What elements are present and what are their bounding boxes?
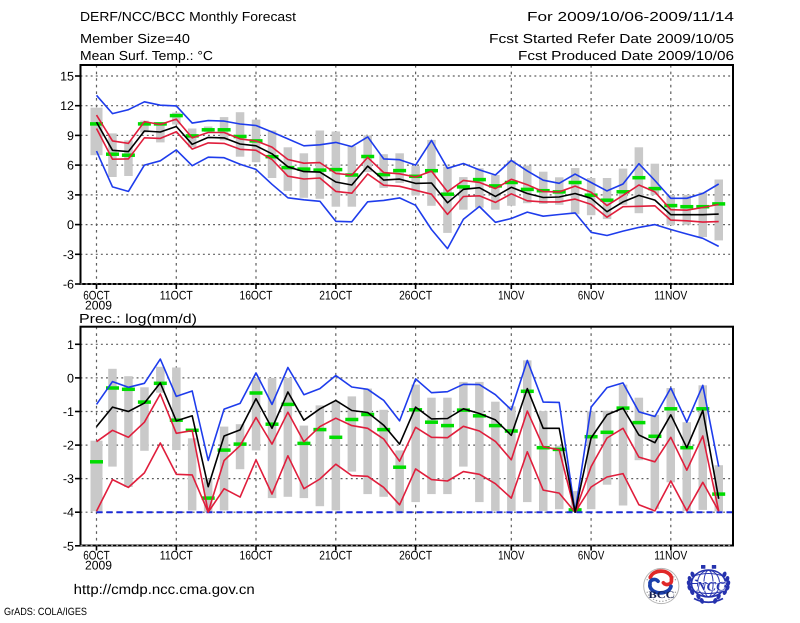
- svg-text:0: 0: [67, 371, 74, 385]
- svg-text:-2: -2: [63, 439, 74, 453]
- svg-text:9: 9: [67, 129, 74, 143]
- svg-text:For 2009/10/06-2009/11/14: For 2009/10/06-2009/11/14: [527, 9, 734, 24]
- svg-text:6: 6: [67, 159, 74, 173]
- svg-text:BCC: BCC: [649, 590, 675, 601]
- svg-text:DERF/NCC/BCC Monthly Forecast: DERF/NCC/BCC Monthly Forecast: [80, 9, 296, 24]
- svg-text:-5: -5: [63, 539, 74, 553]
- svg-text:1NOV: 1NOV: [498, 549, 525, 563]
- svg-text:6NOV: 6NOV: [578, 549, 605, 563]
- svg-text:Fcst Started Refer Date 2009/1: Fcst Started Refer Date 2009/10/05: [489, 31, 734, 46]
- svg-text:11OCT: 11OCT: [160, 289, 193, 303]
- svg-text:21OCT: 21OCT: [319, 549, 352, 563]
- svg-text:12: 12: [60, 99, 74, 113]
- svg-text:6OCT: 6OCT: [83, 289, 110, 303]
- svg-text:11OCT: 11OCT: [160, 549, 193, 563]
- svg-text:-3: -3: [63, 248, 74, 262]
- svg-text:0: 0: [67, 218, 74, 232]
- svg-text:11NOV: 11NOV: [654, 289, 688, 303]
- svg-text:1: 1: [67, 338, 74, 352]
- svg-text:NCC: NCC: [695, 578, 725, 593]
- svg-text:Member Size=40: Member Size=40: [80, 31, 190, 46]
- svg-text:15: 15: [60, 70, 74, 84]
- svg-text:6NOV: 6NOV: [578, 289, 605, 303]
- svg-text:Fcst Produced Date 2009/10/06: Fcst Produced Date 2009/10/06: [518, 48, 734, 63]
- svg-text:2009: 2009: [85, 558, 112, 572]
- svg-text:3: 3: [67, 188, 74, 202]
- svg-text:Mean Surf. Temp.: °C: Mean Surf. Temp.: °C: [80, 48, 213, 63]
- svg-text:2009: 2009: [85, 298, 112, 312]
- svg-text:-4: -4: [63, 506, 74, 520]
- svg-text:GrADS: COLA/IGES: GrADS: COLA/IGES: [4, 606, 87, 618]
- svg-text:-3: -3: [63, 472, 74, 486]
- svg-text:Prec.: log(mm/d): Prec.: log(mm/d): [79, 311, 197, 326]
- svg-text:26OCT: 26OCT: [399, 549, 432, 563]
- svg-text:-6: -6: [63, 278, 74, 292]
- svg-text:26OCT: 26OCT: [399, 289, 432, 303]
- svg-text:16OCT: 16OCT: [240, 289, 273, 303]
- svg-text:http://cmdp.ncc.cma.gov.cn: http://cmdp.ncc.cma.gov.cn: [74, 581, 255, 597]
- svg-text:-1: -1: [63, 405, 74, 419]
- svg-text:11NOV: 11NOV: [654, 549, 688, 563]
- svg-text:6OCT: 6OCT: [83, 549, 110, 563]
- svg-text:16OCT: 16OCT: [240, 549, 273, 563]
- svg-text:1NOV: 1NOV: [498, 289, 525, 303]
- svg-text:21OCT: 21OCT: [319, 289, 352, 303]
